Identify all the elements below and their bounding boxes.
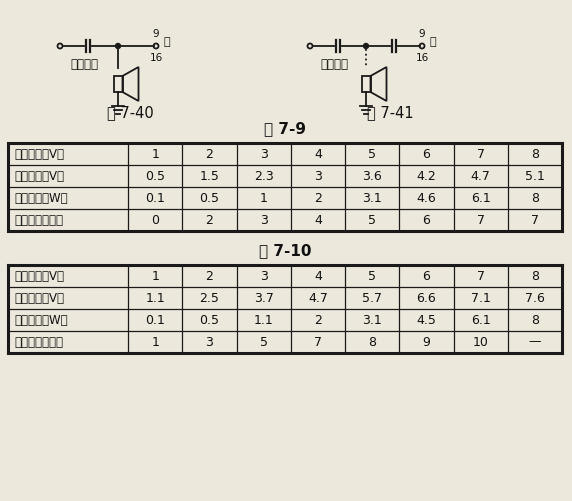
Text: 1: 1 bbox=[151, 147, 159, 160]
Text: 1: 1 bbox=[151, 336, 159, 349]
Text: 6.6: 6.6 bbox=[416, 292, 436, 305]
Text: 对应功率（W）: 对应功率（W） bbox=[14, 191, 67, 204]
Text: 6: 6 bbox=[423, 213, 430, 226]
Text: 0.5: 0.5 bbox=[145, 169, 165, 182]
Text: 2.5: 2.5 bbox=[200, 292, 219, 305]
Text: 16: 16 bbox=[415, 53, 428, 63]
Text: 8: 8 bbox=[531, 270, 539, 283]
Text: 点亮管数（只）: 点亮管数（只） bbox=[14, 336, 63, 349]
Text: 4: 4 bbox=[314, 213, 322, 226]
Text: 3: 3 bbox=[205, 336, 213, 349]
Text: 4: 4 bbox=[314, 147, 322, 160]
Text: 4: 4 bbox=[314, 270, 322, 283]
Text: 4.7: 4.7 bbox=[471, 169, 491, 182]
Text: 5: 5 bbox=[260, 336, 268, 349]
Text: 6: 6 bbox=[423, 147, 430, 160]
Text: 胸: 胸 bbox=[164, 37, 170, 47]
Text: 7: 7 bbox=[476, 213, 484, 226]
Text: 3.6: 3.6 bbox=[362, 169, 382, 182]
Text: 8: 8 bbox=[531, 191, 539, 204]
Text: 3.7: 3.7 bbox=[254, 292, 273, 305]
Text: 图 7-40: 图 7-40 bbox=[106, 106, 153, 121]
Text: 0.5: 0.5 bbox=[200, 314, 220, 327]
Text: 8: 8 bbox=[531, 147, 539, 160]
Text: 6: 6 bbox=[423, 270, 430, 283]
Circle shape bbox=[363, 44, 368, 49]
Text: 图 7-41: 图 7-41 bbox=[367, 106, 414, 121]
Text: 4.5: 4.5 bbox=[416, 314, 436, 327]
Text: 9: 9 bbox=[419, 29, 426, 39]
Text: 2: 2 bbox=[205, 147, 213, 160]
Text: 2: 2 bbox=[314, 191, 322, 204]
Text: —: — bbox=[529, 336, 541, 349]
Text: 3: 3 bbox=[260, 270, 268, 283]
Text: 5: 5 bbox=[368, 147, 376, 160]
Text: 4.6: 4.6 bbox=[416, 191, 436, 204]
Text: 0.1: 0.1 bbox=[145, 191, 165, 204]
Text: 4.7: 4.7 bbox=[308, 292, 328, 305]
Text: 2: 2 bbox=[205, 270, 213, 283]
Text: 直流电压（V）: 直流电压（V） bbox=[14, 169, 64, 182]
Text: 功放输出: 功放输出 bbox=[70, 58, 98, 71]
Text: 2.3: 2.3 bbox=[254, 169, 273, 182]
Text: 7: 7 bbox=[476, 270, 484, 283]
Text: 直流电压（V）: 直流电压（V） bbox=[14, 292, 64, 305]
Text: 7.1: 7.1 bbox=[471, 292, 491, 305]
Bar bbox=[113, 76, 122, 92]
Text: 5: 5 bbox=[368, 270, 376, 283]
Text: 对应功率（W）: 对应功率（W） bbox=[14, 314, 67, 327]
Text: 5.7: 5.7 bbox=[362, 292, 382, 305]
Text: 交流电压（V）: 交流电压（V） bbox=[14, 147, 64, 160]
Text: 1: 1 bbox=[260, 191, 268, 204]
Text: 5.1: 5.1 bbox=[525, 169, 545, 182]
Text: 胸: 胸 bbox=[430, 37, 436, 47]
Text: 0.1: 0.1 bbox=[145, 314, 165, 327]
Text: 0.5: 0.5 bbox=[200, 191, 220, 204]
Text: 3.1: 3.1 bbox=[362, 191, 382, 204]
Circle shape bbox=[116, 44, 121, 49]
Text: 点亮管数（只）: 点亮管数（只） bbox=[14, 213, 63, 226]
Text: 功放输出: 功放输出 bbox=[320, 58, 348, 71]
Text: 表 7-10: 表 7-10 bbox=[259, 243, 311, 259]
Text: 7.6: 7.6 bbox=[525, 292, 545, 305]
Text: 1.1: 1.1 bbox=[254, 314, 273, 327]
Text: 3: 3 bbox=[314, 169, 322, 182]
Text: 8: 8 bbox=[368, 336, 376, 349]
Text: 6.1: 6.1 bbox=[471, 191, 491, 204]
Text: 1.5: 1.5 bbox=[200, 169, 219, 182]
Text: 1.1: 1.1 bbox=[145, 292, 165, 305]
Text: 表 7-9: 表 7-9 bbox=[264, 122, 306, 136]
Text: 9: 9 bbox=[423, 336, 430, 349]
Text: 5: 5 bbox=[368, 213, 376, 226]
Text: 10: 10 bbox=[472, 336, 488, 349]
Text: 3: 3 bbox=[260, 147, 268, 160]
Text: 0: 0 bbox=[151, 213, 159, 226]
Text: 7: 7 bbox=[314, 336, 322, 349]
Text: 7: 7 bbox=[476, 147, 484, 160]
Text: 交流电压（V）: 交流电压（V） bbox=[14, 270, 64, 283]
Text: 3.1: 3.1 bbox=[362, 314, 382, 327]
Text: 16: 16 bbox=[149, 53, 162, 63]
Text: 2: 2 bbox=[314, 314, 322, 327]
Text: 4.2: 4.2 bbox=[416, 169, 436, 182]
Text: 2: 2 bbox=[205, 213, 213, 226]
Text: 7: 7 bbox=[531, 213, 539, 226]
Text: 9: 9 bbox=[153, 29, 160, 39]
Text: 6.1: 6.1 bbox=[471, 314, 491, 327]
Text: 3: 3 bbox=[260, 213, 268, 226]
Text: 8: 8 bbox=[531, 314, 539, 327]
Text: 1: 1 bbox=[151, 270, 159, 283]
Bar bbox=[362, 76, 371, 92]
